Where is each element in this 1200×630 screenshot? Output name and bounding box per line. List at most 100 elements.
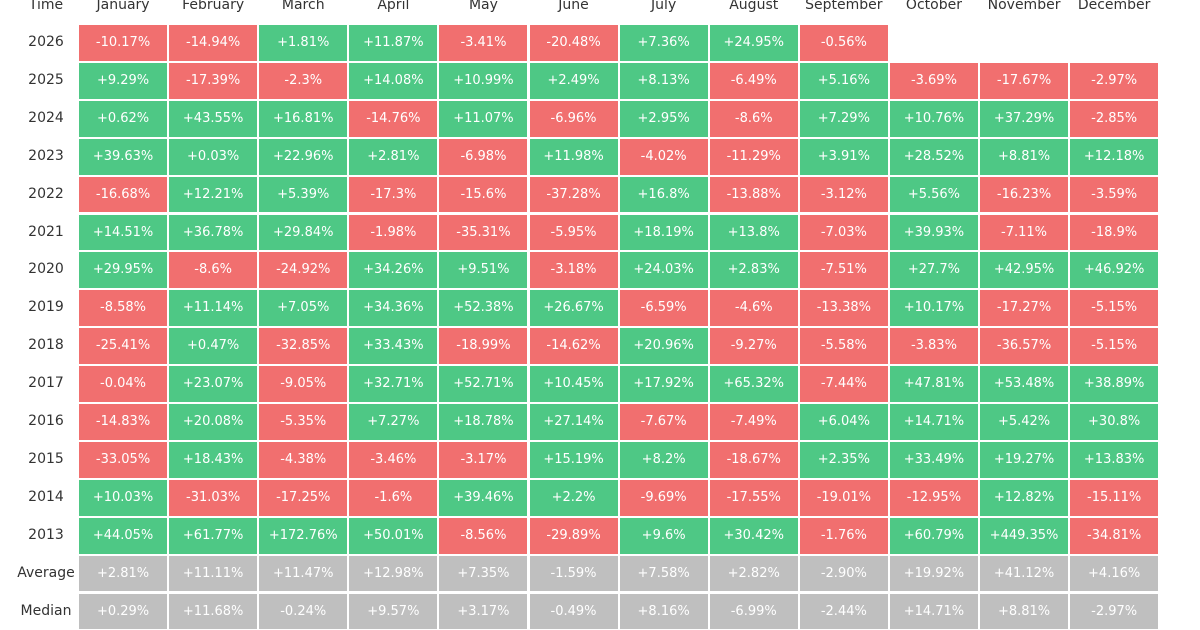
cell-2016-september: +6.04% xyxy=(799,404,888,440)
cell-average-april: +12.98% xyxy=(349,555,438,592)
cell-2018-august: -9.27% xyxy=(709,328,798,365)
cell-2017-september: -7.44% xyxy=(799,366,888,402)
cell-2021-may: -35.31% xyxy=(439,214,528,251)
cell-2013-february: +61.77% xyxy=(169,517,258,554)
cell-2014-january: +10.03% xyxy=(79,479,168,516)
cell-2026-june: -20.48% xyxy=(529,25,618,61)
cell-2019-january: -8.58% xyxy=(79,290,168,327)
cell-2020-september: -7.51% xyxy=(799,252,888,289)
cell-2015-august: -18.67% xyxy=(709,441,798,478)
cell-2013-may: -8.56% xyxy=(439,517,528,554)
cell-2025-august: -6.49% xyxy=(709,62,798,99)
cell-2022-october: +5.56% xyxy=(889,176,978,213)
cell-2020-april: +34.26% xyxy=(349,252,438,289)
cell-average-december: +4.16% xyxy=(1070,555,1159,592)
cell-2021-november: -7.11% xyxy=(980,214,1069,251)
cell-2024-november: +37.29% xyxy=(980,100,1069,137)
cell-median-march: -0.24% xyxy=(259,593,348,630)
cell-average-february: +11.11% xyxy=(169,555,258,592)
cell-2024-february: +43.55% xyxy=(169,100,258,137)
cell-2015-june: +15.19% xyxy=(529,441,618,478)
cell-2017-january: -0.04% xyxy=(79,366,168,402)
cell-2022-july: +16.8% xyxy=(619,176,708,213)
cell-2016-july: -7.67% xyxy=(619,404,708,440)
cell-2019-may: +52.38% xyxy=(439,290,528,327)
cell-2021-march: +29.84% xyxy=(259,214,348,251)
cell-2021-december: -18.9% xyxy=(1070,214,1159,251)
cell-2025-november: -17.67% xyxy=(980,62,1069,99)
cell-2018-november: -36.57% xyxy=(980,328,1069,365)
cell-2017-april: +32.71% xyxy=(349,366,438,402)
cell-2024-may: +11.07% xyxy=(439,100,528,137)
cell-2014-july: -9.69% xyxy=(619,479,708,516)
cell-median-august: -6.99% xyxy=(709,593,798,630)
cell-2014-december: -15.11% xyxy=(1070,479,1159,516)
row-label-2026: 2026 xyxy=(28,34,64,50)
cell-2025-march: -2.3% xyxy=(259,62,348,99)
cell-2024-april: -14.76% xyxy=(349,100,438,137)
cell-2014-september: -19.01% xyxy=(799,479,888,516)
cell-2020-march: -24.92% xyxy=(259,252,348,289)
cell-2024-december: -2.85% xyxy=(1070,100,1159,137)
cell-2023-december: +12.18% xyxy=(1070,138,1159,175)
cell-2019-february: +11.14% xyxy=(169,290,258,327)
cell-median-october: +14.71% xyxy=(889,593,978,630)
cell-average-march: +11.47% xyxy=(259,555,348,592)
cell-2025-july: +8.13% xyxy=(619,62,708,99)
cell-2018-march: -32.85% xyxy=(259,328,348,365)
cell-2020-june: -3.18% xyxy=(529,252,618,289)
cell-2023-february: +0.03% xyxy=(169,138,258,175)
cell-average-june: -1.59% xyxy=(529,555,618,592)
cell-2023-april: +2.81% xyxy=(349,138,438,175)
cell-2018-may: -18.99% xyxy=(439,328,528,365)
cell-2015-april: -3.46% xyxy=(349,441,438,478)
cell-2021-june: -5.95% xyxy=(529,214,618,251)
cell-2017-may: +52.71% xyxy=(439,366,528,402)
cell-2018-september: -5.58% xyxy=(799,328,888,365)
cell-2026-february: -14.94% xyxy=(169,25,258,61)
cell-2025-october: -3.69% xyxy=(889,62,978,99)
cell-2023-january: +39.63% xyxy=(79,138,168,175)
cell-median-september: -2.44% xyxy=(799,593,888,630)
cell-median-november: +8.81% xyxy=(980,593,1069,630)
cell-2014-may: +39.46% xyxy=(439,479,528,516)
cell-2023-july: -4.02% xyxy=(619,138,708,175)
cell-2016-december: +30.8% xyxy=(1070,404,1159,440)
row-label-2013: 2013 xyxy=(28,526,64,543)
cell-2026-september: -0.56% xyxy=(799,25,888,61)
cell-median-january: +0.29% xyxy=(79,593,168,630)
cell-2022-february: +12.21% xyxy=(169,176,258,213)
cell-2014-june: +2.2% xyxy=(529,479,618,516)
cell-2023-september: +3.91% xyxy=(799,138,888,175)
row-label-2024: 2024 xyxy=(28,109,64,126)
cell-2025-december: -2.97% xyxy=(1070,62,1159,99)
cell-2025-september: +5.16% xyxy=(799,62,888,99)
cell-2026-april: +11.87% xyxy=(349,25,438,61)
row-header-label: Time xyxy=(28,0,64,13)
cell-2014-february: -31.03% xyxy=(169,479,258,516)
cell-2026-may: -3.41% xyxy=(439,25,528,61)
cell-2014-october: -12.95% xyxy=(889,479,978,516)
cell-2015-march: -4.38% xyxy=(259,441,348,478)
cell-2018-july: +20.96% xyxy=(619,328,708,365)
column-header-june: June xyxy=(558,0,589,13)
cell-median-february: +11.68% xyxy=(169,593,258,630)
cell-2015-september: +2.35% xyxy=(799,441,888,478)
row-label-2014: 2014 xyxy=(28,488,64,505)
cell-2024-september: +7.29% xyxy=(799,100,888,137)
cell-2019-august: -4.6% xyxy=(709,290,798,327)
cell-2017-august: +65.32% xyxy=(709,366,798,402)
cell-2025-january: +9.29% xyxy=(79,62,168,99)
cell-2017-june: +10.45% xyxy=(529,366,618,402)
cell-2025-may: +10.99% xyxy=(439,62,528,99)
row-label-2022: 2022 xyxy=(28,185,64,202)
row-label-2019: 2019 xyxy=(28,299,64,316)
cell-2016-may: +18.78% xyxy=(439,404,528,440)
cell-2013-june: -29.89% xyxy=(529,517,618,554)
cell-2020-october: +27.7% xyxy=(889,252,978,289)
cell-2023-october: +28.52% xyxy=(889,138,978,175)
cell-2015-may: -3.17% xyxy=(439,441,528,478)
cell-2022-september: -3.12% xyxy=(799,176,888,213)
cell-2018-february: +0.47% xyxy=(169,328,258,365)
